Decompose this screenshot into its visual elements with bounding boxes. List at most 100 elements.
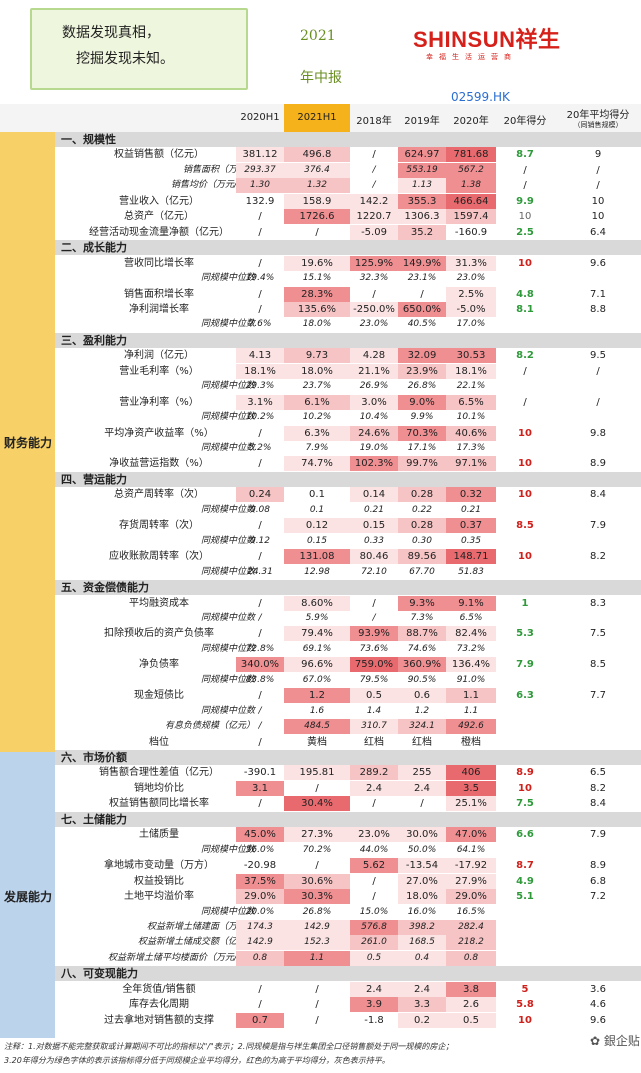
row-label: 库存去化周期 [129, 999, 189, 1011]
value-cell: 32.09 [398, 348, 446, 364]
avg-score-cell [556, 951, 640, 966]
value-cell: / [258, 628, 262, 640]
row-label: 销地均价比 [134, 782, 184, 794]
section-header: 三、盈利能力 [55, 332, 641, 348]
value-cell: 73.6% [359, 643, 389, 654]
value-cell: 4.13 [236, 348, 284, 364]
value-cell: 5.2% [248, 443, 272, 453]
value-cell: 2.5% [446, 286, 496, 302]
value-cell: 3.9 [350, 997, 398, 1013]
score-cell: / [523, 396, 527, 408]
value-cell: / [315, 782, 319, 794]
value-cell: 3.1% [236, 394, 284, 410]
value-cell: 5.62 [350, 858, 398, 874]
avg-score-cell [556, 565, 640, 580]
value-cell: 69.1% [302, 643, 332, 654]
value-cell: 6.5% [459, 612, 483, 623]
value-cell: / [258, 211, 262, 223]
value-cell: 293.37 [236, 162, 284, 178]
value-cell: / [258, 427, 262, 439]
row-label: 权益新增土储成交额（亿元） [137, 937, 255, 948]
col-2018: 2018年 [356, 116, 392, 127]
value-cell: 125.9% [350, 255, 398, 271]
score-cell [496, 565, 554, 580]
value-cell: 23.0% [350, 827, 398, 843]
table-row: 权益新增土储成交额（亿元） 142.9 152.3 261.0 168.5 218.2 [55, 935, 641, 951]
value-cell: 97.1% [446, 456, 496, 472]
value-cell: 195.81 [284, 765, 350, 781]
table-row: 平均融资成本 / 8.60% / 9.3% 9.1% 1 8.3 [55, 595, 641, 611]
value-cell: 0.14 [350, 487, 398, 503]
value-cell: 16.0% [407, 906, 437, 917]
value-cell: 96.6% [284, 657, 350, 673]
value-cell: 24.31 [247, 566, 273, 577]
table-row: 净负债率 340.0% 96.6% 759.0% 360.9% 136.4% 7.9 8.5 [55, 657, 641, 673]
value-cell: 24.6% [350, 425, 398, 441]
row-label: 同规模中位数 [200, 566, 255, 577]
value-cell: / [315, 983, 319, 995]
row-label: 同规模中位数 [200, 612, 255, 623]
value-cell: 624.97 [398, 147, 446, 163]
value-cell: / [258, 983, 262, 995]
row-label: 同规模中位数 [200, 381, 255, 392]
col-2021h1: 2021H1 [297, 112, 337, 123]
value-cell: 0.08 [249, 504, 271, 515]
value-cell: 168.5 [398, 935, 446, 951]
table-row: 净收益营运指数（%） / 74.7% 102.3% 99.7% 97.1% 10 8.9 [55, 456, 641, 472]
table-row: 净利润（亿元） 4.13 9.73 4.28 32.09 30.53 8.2 9.5 [55, 348, 641, 364]
value-cell: 360.9% [398, 657, 446, 673]
value-cell: 橙档 [461, 736, 481, 748]
row-label: 同规模中位数 [200, 643, 255, 654]
score-cell: / [523, 164, 527, 176]
value-cell: 0.7 [236, 1012, 284, 1028]
row-label: 同规模中位数 [200, 504, 255, 515]
avg-score-cell: 7.1 [590, 288, 606, 300]
value-cell: / [258, 721, 262, 732]
avg-score-cell [556, 905, 640, 920]
avg-score-cell: 6.4 [590, 226, 606, 238]
score-cell: 5.8 [516, 999, 534, 1011]
value-cell: 3.5 [446, 780, 496, 796]
row-label: 营业毛利率（%） [119, 365, 199, 377]
score-cell: 10 [518, 427, 532, 439]
table-row: 同规模中位数 83.8% 67.0% 79.5% 90.5% 91.0% [55, 673, 641, 688]
value-cell: 0.6 [398, 688, 446, 704]
value-cell: 3.8 [446, 981, 496, 997]
table-row: 总资产周转率（次） 0.24 0.1 0.14 0.28 0.32 10 8.4 [55, 487, 641, 503]
value-cell: / [258, 999, 262, 1011]
avg-score-cell: 8.5 [590, 659, 606, 671]
value-cell: 340.0% [236, 657, 284, 673]
table-row: 营业净利率（%） 3.1% 6.1% 3.0% 9.0% 6.5% / / [55, 394, 641, 410]
value-cell: / [258, 690, 262, 702]
value-cell: 67.0% [302, 674, 332, 685]
value-cell: 1726.6 [284, 209, 350, 225]
value-cell: 17.1% [407, 443, 437, 453]
avg-score-cell [556, 611, 640, 626]
score-cell: / [523, 180, 527, 192]
value-cell: / [315, 860, 319, 872]
value-cell: 2.4 [350, 981, 398, 997]
avg-score-cell: 8.4 [590, 798, 606, 810]
value-cell: 1597.4 [446, 209, 496, 225]
avg-score-cell [556, 441, 640, 456]
value-cell: 2.4 [398, 780, 446, 796]
value-cell: 26.8% [302, 906, 332, 917]
value-cell: 79.5% [359, 674, 389, 685]
value-cell: -20.98 [243, 860, 277, 872]
value-cell: 6.3% [284, 425, 350, 441]
section-header: 四、营运能力 [55, 471, 641, 487]
value-cell: 0.24 [236, 487, 284, 503]
value-cell: 99.7% [398, 456, 446, 472]
table-row: 同规模中位数 24.31 12.98 72.10 67.70 51.83 [55, 565, 641, 580]
value-cell: 10.2% [245, 412, 275, 423]
row-label: 同规模中位数 [200, 674, 255, 685]
score-cell: 5.1 [516, 891, 534, 903]
table-row: 同规模中位数 0.12 0.15 0.33 0.30 0.35 [55, 534, 641, 549]
value-cell: 30.4% [284, 796, 350, 812]
value-cell: 50.0% [407, 844, 437, 855]
row-label: 销售面积（万方） [182, 164, 255, 175]
value-cell: 0.5 [350, 950, 398, 966]
value-cell: 152.3 [284, 935, 350, 951]
value-cell: 142.9 [236, 935, 284, 951]
value-cell: 0.4 [398, 950, 446, 966]
